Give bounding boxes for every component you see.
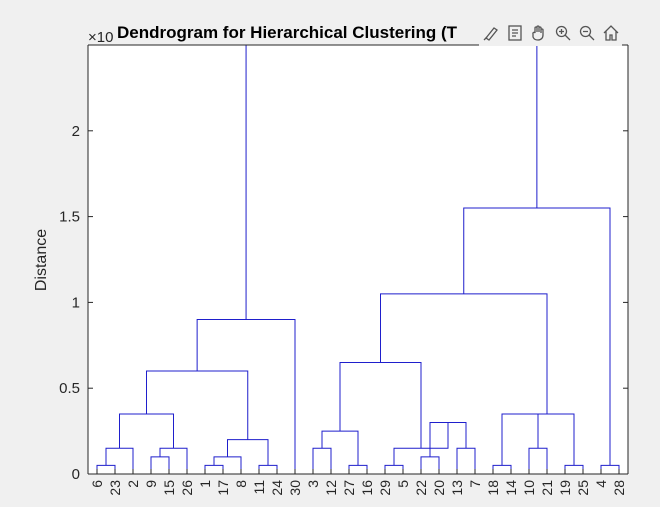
y-tick-label: 0 (72, 466, 80, 483)
x-tick-label: 17 (215, 480, 231, 496)
x-tick-label: 5 (395, 480, 411, 488)
zoom-in-icon[interactable] (551, 21, 574, 45)
x-tick-label: 15 (161, 480, 177, 496)
x-tick-label: 28 (611, 480, 627, 496)
x-tick-label: 30 (287, 480, 303, 496)
x-tick-label: 29 (377, 480, 393, 496)
pan-icon[interactable] (527, 21, 550, 45)
y-tick-label: 2 (72, 123, 80, 140)
x-tick-label: 13 (449, 480, 465, 496)
x-tick-label: 23 (107, 480, 123, 496)
x-tick-label: 4 (593, 480, 609, 488)
x-axis: 6 23 2 9 15 26 1 17 8 11 24 30 3 12 27 16 29 5 22 20 13 7 18 14… (88, 469, 628, 496)
y-tick-label: 1.5 (59, 209, 80, 226)
home-icon[interactable] (599, 21, 622, 45)
zoom-out-icon[interactable] (575, 21, 598, 45)
y-tick-label: 1 (72, 294, 80, 311)
x-tick-label: 8 (233, 480, 249, 488)
x-tick-label: 2 (125, 480, 141, 488)
x-tick-label: 27 (341, 480, 357, 496)
x-tick-label: 25 (575, 480, 591, 496)
x-tick-label: 7 (467, 480, 483, 488)
x-tick-label: 24 (269, 480, 285, 496)
axes-toolbar (479, 20, 622, 46)
x-tick-label: 16 (359, 480, 375, 496)
x-tick-label: 20 (431, 480, 447, 496)
y-axis: 0 0.5 1 1.5 2 (59, 45, 628, 483)
y-axis-label: Distance (33, 229, 50, 291)
axes-background (88, 45, 628, 474)
dendrogram-link (520, 413, 575, 466)
x-tick-label: 19 (557, 480, 573, 496)
x-tick-label: 3 (305, 480, 321, 488)
exponent-label: ×10 (88, 29, 113, 46)
x-tick-label: 26 (179, 480, 195, 496)
data-tips-icon[interactable] (503, 21, 526, 45)
x-tick-label: 10 (521, 480, 537, 496)
x-tick-label: 9 (143, 480, 159, 488)
brush-icon[interactable] (479, 21, 502, 45)
x-tick-label: 22 (413, 480, 429, 496)
x-tick-label: 18 (485, 480, 501, 496)
x-tick-label: 1 (197, 480, 213, 488)
x-tick-label: 6 (89, 480, 105, 488)
x-tick-label: 14 (503, 480, 519, 496)
x-tick-label: 11 (251, 480, 267, 495)
x-tick-label: 12 (323, 480, 339, 496)
dendrogram-links (96, 44, 620, 474)
x-tick-label: 21 (539, 480, 555, 496)
chart-title: Dendrogram for Hierarchical Clustering (… (117, 23, 458, 42)
y-tick-label: 0.5 (59, 380, 80, 397)
